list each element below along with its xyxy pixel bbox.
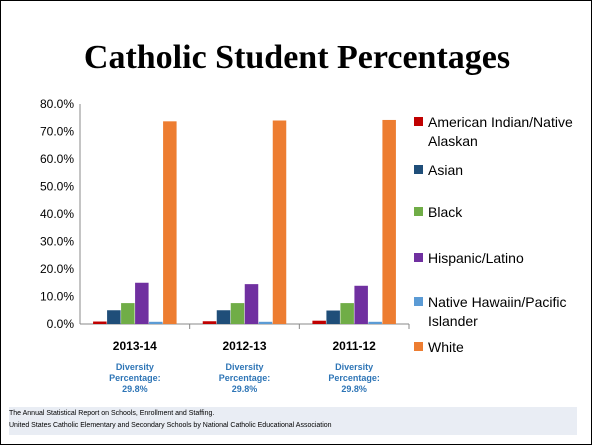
legend-swatch — [414, 297, 423, 306]
legend-label: American Indian/Native Alaskan — [428, 114, 573, 149]
bar — [326, 310, 340, 324]
bar — [149, 321, 163, 324]
diversity-percentage-note: Diversity — [116, 362, 154, 372]
bar — [230, 303, 245, 324]
diversity-percentage-note: 29.8% — [122, 384, 148, 394]
slide-title: Catholic Student Percentages — [83, 39, 511, 76]
y-tick-label: 80.0% — [40, 97, 74, 111]
diversity-percentage-note: Percentage: — [109, 373, 161, 383]
bar — [368, 321, 382, 324]
bar — [202, 321, 217, 324]
legend-swatch — [414, 342, 423, 351]
y-tick-label: 60.0% — [40, 152, 74, 166]
y-tick-label: 30.0% — [40, 235, 74, 249]
bar — [354, 285, 368, 324]
legend-label: Hispanic/Latino — [428, 250, 524, 266]
bar — [107, 310, 121, 324]
bar — [93, 321, 107, 324]
diversity-percentage-note: Percentage: — [219, 373, 271, 383]
bar — [312, 320, 326, 324]
y-tick-label: 70.0% — [40, 125, 74, 139]
legend-swatch — [414, 117, 423, 126]
diversity-percentage-note: Diversity — [335, 362, 373, 372]
footnote-bar — [9, 407, 577, 435]
bar — [258, 321, 273, 324]
bar — [216, 310, 231, 324]
footnote-source-line-1: The Annual Statistical Report on Schools… — [9, 410, 215, 417]
bar — [135, 282, 149, 324]
x-category-label: 2012-13 — [222, 339, 266, 353]
bar — [382, 119, 396, 324]
footnote-source-line-2: United States Catholic Elementary and Se… — [9, 422, 332, 429]
legend-label: White — [428, 339, 464, 355]
legend-swatch — [414, 207, 423, 216]
x-category-label: 2013-14 — [113, 339, 157, 353]
bar — [244, 284, 259, 324]
y-tick-label: 10.0% — [40, 290, 74, 304]
bar — [340, 303, 354, 324]
diversity-percentage-note: Percentage: — [328, 373, 380, 383]
diversity-percentage-note: 29.8% — [232, 384, 258, 394]
bar — [163, 121, 177, 324]
legend-swatch — [414, 253, 423, 262]
legend-label: Asian — [428, 162, 464, 178]
y-tick-label: 0.0% — [47, 317, 75, 331]
x-category-label: 2011-12 — [332, 339, 376, 353]
diversity-percentage-note: 29.8% — [341, 384, 367, 394]
bar — [272, 120, 287, 324]
bar — [121, 303, 135, 324]
legend-swatch — [414, 165, 423, 174]
legend-label: Native Hawaiin/Pacific Islander — [428, 294, 567, 329]
diversity-percentage-note: Diversity — [225, 362, 263, 372]
legend-label: Black — [428, 204, 463, 220]
y-tick-label: 20.0% — [40, 262, 74, 276]
y-tick-label: 40.0% — [40, 207, 74, 221]
y-tick-label: 50.0% — [40, 180, 74, 194]
